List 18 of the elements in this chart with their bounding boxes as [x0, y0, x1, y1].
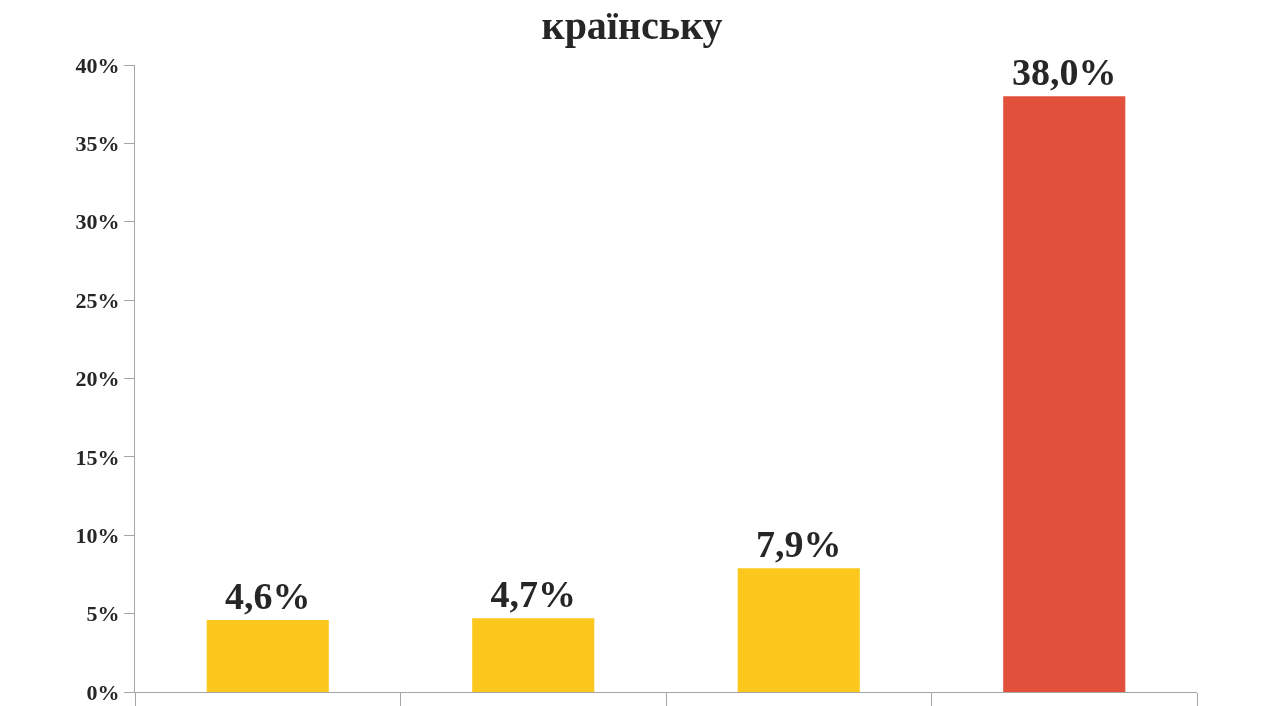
bar — [737, 568, 860, 692]
y-tick-label: 40% — [75, 52, 120, 78]
y-tick-label: 5% — [86, 601, 120, 627]
data-label: 4,7% — [490, 573, 577, 616]
data-label: 4,6% — [225, 574, 311, 617]
y-tick-label: 25% — [75, 287, 120, 313]
y-tick-label: 0% — [86, 679, 120, 705]
y-tick-label: 15% — [75, 444, 120, 470]
bar — [472, 618, 595, 692]
data-label: 38,0% — [1012, 51, 1117, 94]
y-tick-label: 35% — [75, 131, 120, 157]
y-tick-label: 20% — [75, 366, 120, 392]
bar — [206, 619, 329, 692]
y-tick-label: 10% — [75, 522, 120, 548]
data-label: 7,9% — [756, 523, 842, 566]
y-tick-label: 30% — [75, 209, 120, 235]
bar — [1003, 96, 1126, 692]
chart-title: країнську — [541, 2, 723, 48]
